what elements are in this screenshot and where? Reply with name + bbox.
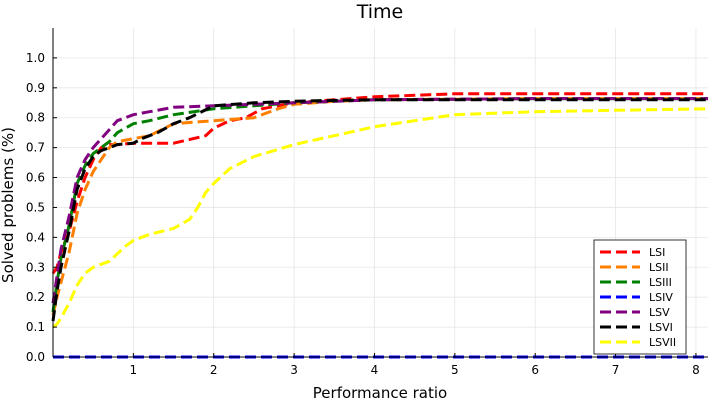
x-tick-label: 1 [130, 363, 138, 377]
y-tick-label: 0.0 [26, 350, 45, 364]
x-tick-label: 7 [612, 363, 620, 377]
y-tick-label: 0.1 [26, 320, 45, 334]
y-tick-label: 0.8 [26, 111, 45, 125]
legend: LSI LSII LSIII LSIV LSV LSVI LSVII [593, 239, 687, 355]
y-axis-label: Solved problems (%) [0, 127, 17, 283]
legend-label: LSV [649, 306, 670, 319]
legend-label: LSI [649, 246, 665, 259]
y-tick-label: 0.4 [26, 230, 45, 244]
y-tick-label: 0.5 [26, 200, 45, 214]
series-line-lsvi [51, 98, 708, 322]
y-tick-label: 1.0 [26, 51, 45, 65]
x-tick-label: 8 [692, 363, 700, 377]
legend-label: LSVII [649, 336, 676, 349]
legend-label: LSII [649, 261, 669, 274]
x-tick-label: 3 [290, 363, 298, 377]
y-tick-label: 0.6 [26, 171, 45, 185]
y-tick-label: 0.3 [26, 260, 45, 274]
legend-label: LSIII [649, 276, 672, 289]
y-tick-label: 0.7 [26, 141, 45, 155]
series-line-lsvii [52, 107, 709, 329]
legend-label: LSIV [649, 291, 673, 304]
legend-label: LSVI [649, 321, 673, 334]
x-tick-label: 5 [451, 363, 459, 377]
series-line-lsi [51, 92, 708, 275]
axes: 1 2 3 4 5 6 7 8 0.0 0.1 0.2 0.3 0.4 0.5 0.6 0.7 0.8 0.9 1.… [26, 28, 708, 377]
x-tick-label: 6 [531, 363, 539, 377]
x-tick-label: 2 [210, 363, 218, 377]
x-tick-label: 4 [371, 363, 379, 377]
x-axis-label: Performance ratio [313, 384, 447, 400]
y-tick-label: 0.2 [26, 290, 45, 304]
y-tick-label: 0.9 [26, 81, 45, 95]
chart-title: Time [356, 1, 404, 23]
grid [53, 28, 708, 358]
